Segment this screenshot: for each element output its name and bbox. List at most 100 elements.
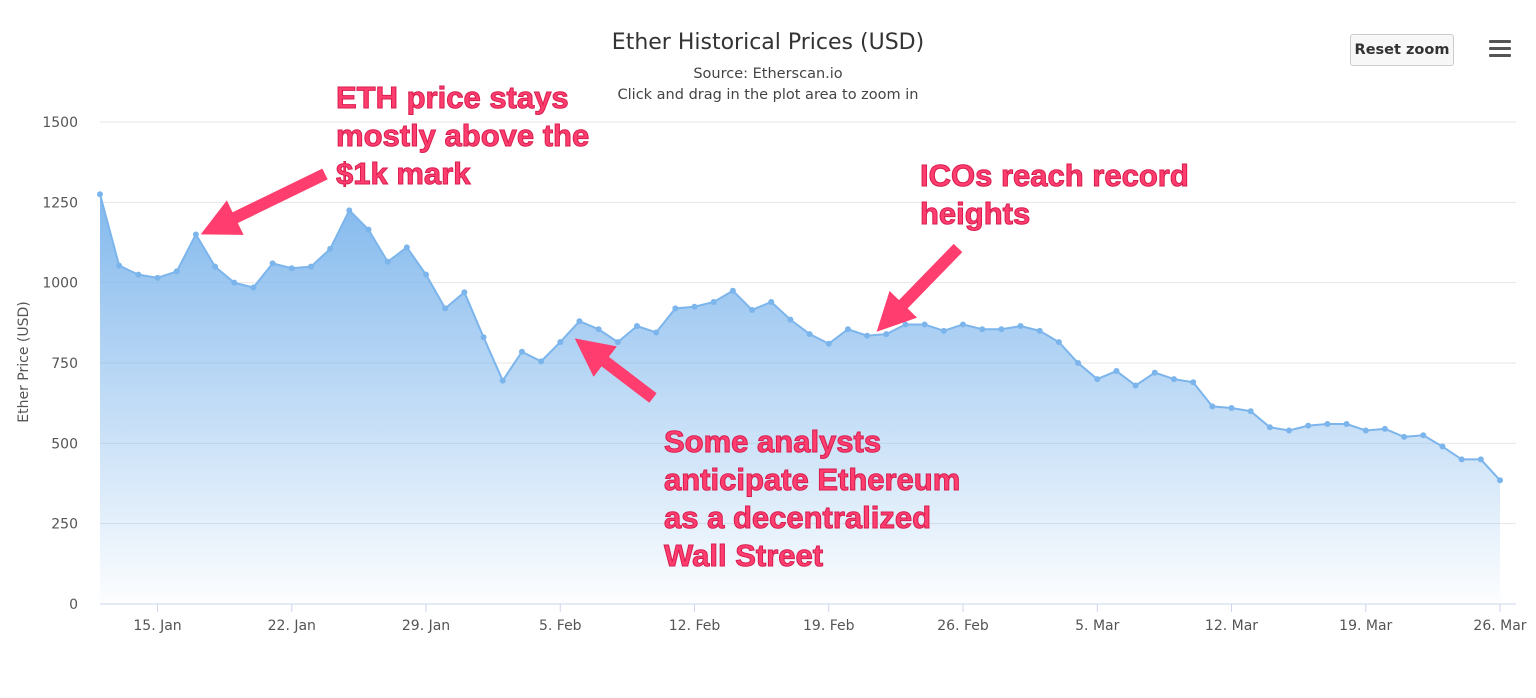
data-point[interactable] [1362,427,1369,434]
data-point[interactable] [1170,376,1177,383]
annotation-1k-mark: ETH price stays mostly above the $1k mar… [335,80,590,192]
data-point[interactable] [1343,421,1350,428]
data-point[interactable] [749,306,756,313]
data-point[interactable] [538,358,545,365]
data-point[interactable] [768,298,775,305]
data-point[interactable] [173,268,180,275]
data-point[interactable] [1228,404,1235,411]
data-point[interactable] [691,303,698,310]
hamburger-menu-icon[interactable] [1487,38,1513,60]
data-point[interactable] [633,323,640,330]
annotation-arrows [200,168,963,403]
x-tick-label: 22. Jan [268,618,316,634]
data-point[interactable] [1151,369,1158,376]
data-point[interactable] [97,191,103,198]
series-points[interactable] [97,191,1503,484]
reset-zoom-button[interactable]: Reset zoom [1350,34,1454,66]
x-tick-label: 15. Jan [133,618,181,634]
annotation-arrow-1k [200,168,328,235]
data-point[interactable] [1190,379,1197,386]
data-point[interactable] [212,263,219,270]
data-point[interactable] [499,377,506,384]
data-point[interactable] [672,305,679,312]
annotation-analysts: Some analysts anticipate Ethereum as a d… [663,424,961,574]
data-point[interactable] [1401,433,1408,440]
data-point[interactable] [883,331,890,338]
x-tick-label: 26. Feb [937,618,989,634]
data-point[interactable] [729,287,736,294]
data-point[interactable] [1381,425,1388,432]
data-point[interactable] [365,226,372,233]
data-point[interactable] [825,340,832,347]
data-point[interactable] [231,279,238,286]
annotation-icos: ICOs reach record heights [920,158,1190,232]
x-tick-label: 26. Mar [1473,618,1526,634]
data-point[interactable] [423,271,430,278]
x-tick-label: 19. Mar [1339,618,1392,634]
data-point[interactable] [960,321,967,328]
data-point[interactable] [1266,424,1273,431]
y-tick-label: 0 [69,597,78,613]
data-point[interactable] [1132,382,1139,389]
data-point[interactable] [403,244,410,251]
x-tick-label: 5. Mar [1075,618,1119,634]
data-point[interactable] [1036,327,1043,334]
data-point[interactable] [327,245,334,252]
data-point[interactable] [557,339,564,346]
data-point[interactable] [1017,323,1024,330]
data-point[interactable] [1497,477,1503,484]
data-point[interactable] [787,316,794,323]
data-point[interactable] [1209,403,1216,410]
data-point[interactable] [979,326,986,333]
data-point[interactable] [518,348,525,355]
data-point[interactable] [1075,360,1082,366]
y-axis: 0 250 500 750 1000 1250 1500 [42,115,78,613]
data-point[interactable] [116,262,123,269]
data-point[interactable] [595,326,602,333]
data-point[interactable] [135,271,142,278]
x-tick-label: 12. Feb [669,618,721,634]
data-point[interactable] [307,263,314,270]
data-point[interactable] [921,321,928,328]
data-point[interactable] [154,274,161,281]
data-point[interactable] [1305,422,1312,429]
x-tick-label: 19. Feb [803,618,855,634]
data-point[interactable] [902,321,909,328]
data-point[interactable] [1420,432,1427,439]
annotation-arrow-analysts [574,338,657,403]
data-point[interactable] [1477,456,1484,463]
data-point[interactable] [710,298,717,305]
data-point[interactable] [192,231,199,238]
data-point[interactable] [940,327,947,334]
data-point[interactable] [480,334,487,341]
data-point[interactable] [1458,456,1465,463]
data-point[interactable] [1439,443,1446,450]
data-point[interactable] [653,329,660,336]
data-point[interactable] [269,260,276,267]
data-point[interactable] [1094,376,1101,383]
data-point[interactable] [864,332,871,339]
y-tick-label: 1500 [42,115,78,131]
data-point[interactable] [442,305,449,312]
data-point[interactable] [1055,339,1062,346]
data-point[interactable] [614,339,621,346]
data-point[interactable] [346,207,353,214]
data-point[interactable] [250,284,257,291]
data-point[interactable] [288,265,295,272]
chart-subtitle: Source: Etherscan.io [693,66,843,82]
data-point[interactable] [844,326,851,333]
x-tick-label: 12. Mar [1205,618,1258,634]
zoom-hint: Click and drag in the plot area to zoom … [617,87,919,103]
y-tick-label: 750 [51,356,78,372]
data-point[interactable] [1324,421,1331,428]
annotation-arrow-icos [876,243,963,332]
data-point[interactable] [461,289,468,296]
data-point[interactable] [384,258,391,265]
data-point[interactable] [998,326,1005,333]
data-point[interactable] [1286,427,1293,434]
data-point[interactable] [1113,368,1120,375]
data-point[interactable] [1247,408,1254,415]
data-point[interactable] [576,318,583,325]
data-point[interactable] [806,331,813,338]
